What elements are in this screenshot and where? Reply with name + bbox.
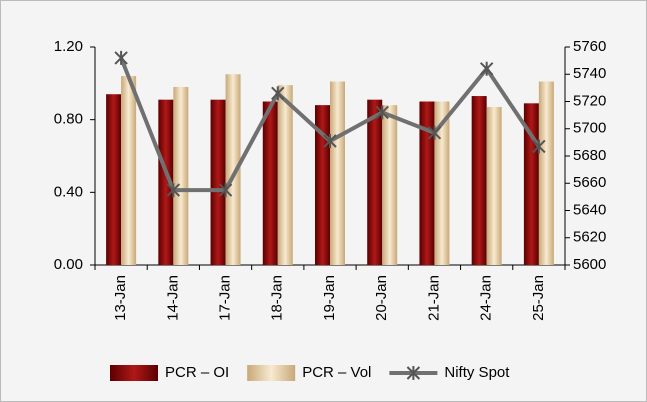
point xyxy=(323,134,337,149)
x-tick-label: 14-Jan xyxy=(164,275,181,321)
bar xyxy=(419,101,435,265)
point xyxy=(375,105,389,120)
point xyxy=(427,125,442,140)
legend-label: PCR – OI xyxy=(165,364,229,381)
bar xyxy=(106,94,122,265)
x-tick-label: 13-Jan xyxy=(112,275,129,321)
point xyxy=(532,139,546,154)
bar xyxy=(382,105,398,265)
legend-label: Nifty Spot xyxy=(444,364,510,381)
bar xyxy=(367,99,383,265)
bar xyxy=(158,99,174,265)
x-tick-label: 21-Jan xyxy=(425,275,442,321)
y-tick-label: 0.40 xyxy=(54,183,83,200)
bar xyxy=(121,76,137,265)
x-tick-label: 17-Jan xyxy=(217,275,234,321)
legend-swatch xyxy=(110,365,158,381)
y2-tick-label: 5740 xyxy=(573,65,606,82)
bar xyxy=(262,101,278,265)
x-tick-label: 18-Jan xyxy=(269,275,286,321)
point xyxy=(479,61,494,76)
y2-tick-label: 5660 xyxy=(573,174,606,191)
x-tick-label: 24-Jan xyxy=(478,275,495,321)
point xyxy=(218,183,233,198)
y-tick-label: 0.00 xyxy=(54,256,83,273)
point xyxy=(166,183,181,198)
legend-marker xyxy=(406,366,421,380)
point xyxy=(114,50,128,65)
bar xyxy=(486,106,502,265)
y2-tick-label: 5760 xyxy=(573,38,606,55)
bar xyxy=(434,101,450,265)
bar xyxy=(538,81,554,266)
bar xyxy=(173,86,189,265)
bar xyxy=(225,74,241,265)
x-tick-label: 25-Jan xyxy=(530,275,547,321)
y2-tick-label: 5620 xyxy=(573,229,606,246)
bar xyxy=(471,96,487,265)
y2-tick-label: 5700 xyxy=(573,120,606,137)
y2-tick-label: 5680 xyxy=(573,147,606,164)
x-tick-label: 19-Jan xyxy=(321,275,338,321)
bar xyxy=(277,85,293,266)
bar xyxy=(210,99,226,265)
y-tick-label: 1.20 xyxy=(54,38,83,55)
legend-swatch xyxy=(247,365,296,381)
y-tick-label: 0.80 xyxy=(54,111,83,128)
x-tick-label: 20-Jan xyxy=(373,275,390,321)
legend-label: PCR – Vol xyxy=(302,364,371,381)
y2-tick-label: 5640 xyxy=(573,201,606,218)
y2-tick-label: 5600 xyxy=(573,256,606,273)
bar xyxy=(330,81,345,266)
point xyxy=(271,86,285,101)
y2-tick-label: 5720 xyxy=(573,92,606,109)
